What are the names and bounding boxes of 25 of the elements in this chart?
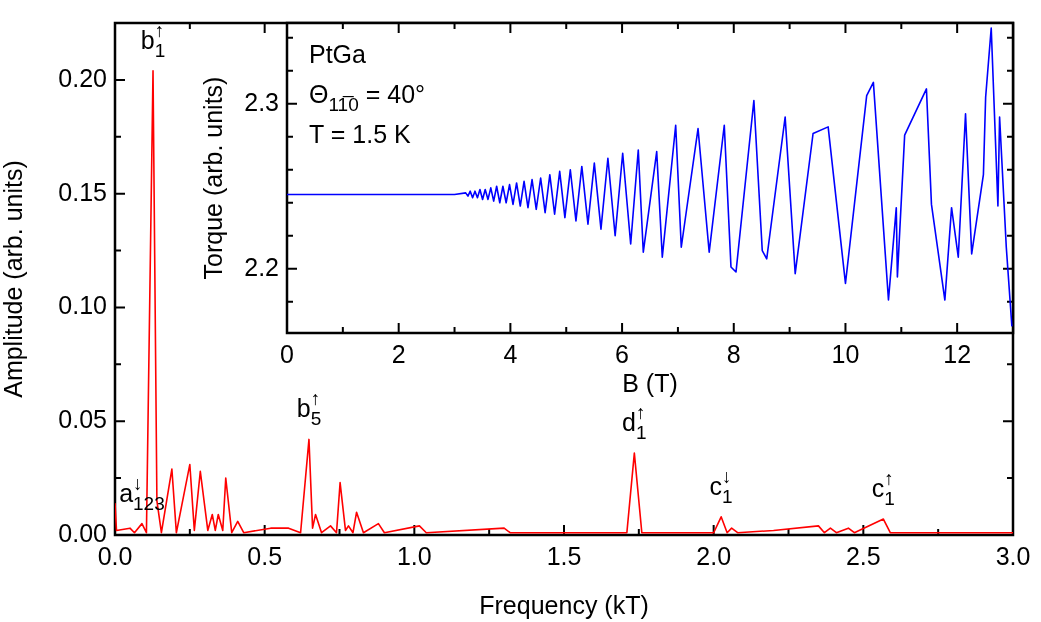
- x-tick-label: 10: [831, 339, 860, 368]
- x-tick-label: 6: [615, 339, 630, 368]
- y-tick-label: 0.05: [58, 405, 107, 434]
- y-tick-label: 0.15: [58, 177, 107, 206]
- x-tick-label: 2.5: [845, 541, 881, 570]
- y-axis-title: Amplitude (arb. units): [0, 160, 27, 398]
- annotation: PtGa: [309, 40, 367, 68]
- x-tick-label: 8: [726, 339, 741, 368]
- x-tick-label: 1.5: [546, 541, 582, 570]
- x-axis-title: Frequency (kT): [479, 590, 649, 619]
- x-tick-label: 4: [503, 339, 518, 368]
- x-axis-title: B (T): [622, 368, 678, 397]
- y-tick-label: 2.2: [244, 252, 279, 281]
- y-tick-label: 0.10: [58, 291, 107, 320]
- x-tick-label: 0.5: [247, 541, 283, 570]
- annotation: T = 1.5 K: [309, 120, 412, 148]
- x-tick-label: 2.0: [696, 541, 732, 570]
- y-tick-label: 0.20: [58, 63, 107, 92]
- x-tick-label: 2: [391, 339, 406, 368]
- y-axis-title: Torque (arb. units): [198, 76, 227, 280]
- x-tick-label: 0: [280, 339, 294, 368]
- x-tick-label: 3.0: [995, 541, 1031, 570]
- x-tick-label: 12: [943, 339, 972, 368]
- x-tick-label: 1.0: [396, 541, 432, 570]
- y-tick-label: 2.3: [244, 87, 279, 116]
